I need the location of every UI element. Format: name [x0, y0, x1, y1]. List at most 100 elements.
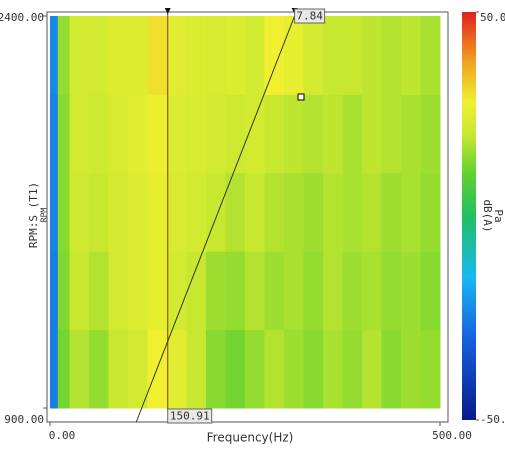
- heat-cell: [186, 329, 207, 409]
- cursor-label-box: [294, 8, 326, 24]
- colorbar-tick-label: -50.0: [480, 413, 505, 426]
- heat-cell: [57, 251, 70, 331]
- heat-cell: [401, 172, 421, 252]
- heat-cell: [57, 329, 70, 409]
- heat-cell: [206, 94, 226, 174]
- heat-cell: [147, 251, 168, 331]
- y-tick-label: 900.00: [4, 413, 44, 426]
- heat-cell: [362, 172, 382, 252]
- heat-cell: [108, 172, 129, 252]
- cursor-point: [297, 93, 305, 101]
- order-cursor: [135, 11, 297, 423]
- heat-cell: [128, 16, 148, 95]
- heat-cell: [381, 251, 402, 331]
- heat-cell: [264, 329, 285, 409]
- heat-cell: [128, 329, 148, 409]
- heat-cell: [323, 94, 343, 174]
- cursor-label-box: [167, 408, 213, 424]
- heat-cell: [284, 329, 304, 409]
- heat-cell: [323, 172, 343, 252]
- heat-cell: [342, 329, 363, 409]
- x-tick-label: 0.00: [49, 429, 76, 442]
- heat-cell: [89, 329, 109, 409]
- heat-cell: [303, 172, 324, 252]
- heat-cell: [69, 251, 90, 331]
- heat-cell: [186, 172, 207, 252]
- heat-cell: [362, 94, 382, 174]
- heat-cell: [401, 16, 421, 95]
- colorbar: [462, 12, 476, 420]
- heat-cell: [186, 251, 207, 331]
- heat-cell: [50, 16, 59, 95]
- heat-cell: [342, 94, 363, 174]
- heat-cell: [420, 172, 441, 252]
- heat-cell: [206, 251, 226, 331]
- heat-cell: [284, 16, 304, 95]
- heat-cell: [401, 329, 421, 409]
- heat-cell: [69, 329, 90, 409]
- heat-cell: [284, 172, 304, 252]
- heat-cell: [108, 251, 129, 331]
- heat-cell: [420, 251, 441, 331]
- heat-cell: [50, 94, 59, 174]
- heat-cell: [342, 172, 363, 252]
- heat-cell: [323, 329, 343, 409]
- frequency-cursor-label: 150.91: [170, 410, 210, 423]
- heat-cell: [401, 94, 421, 174]
- heat-cell: [323, 16, 343, 95]
- heat-cell: [108, 16, 129, 95]
- heat-cell: [303, 329, 324, 409]
- heat-cell: [69, 16, 90, 95]
- heat-cell: [264, 172, 285, 252]
- heat-cell: [264, 16, 285, 95]
- heat-cell: [381, 94, 402, 174]
- heat-cell: [50, 251, 59, 331]
- heat-cell: [186, 16, 207, 95]
- heat-cell: [128, 251, 148, 331]
- heat-cell: [108, 94, 129, 174]
- x-tick-label: 500.00: [432, 429, 472, 442]
- heat-cell: [50, 329, 59, 409]
- heat-cell: [147, 94, 168, 174]
- heat-cell: [225, 329, 246, 409]
- heat-cell: [381, 16, 402, 95]
- heat-cell: [245, 94, 265, 174]
- heat-cell: [147, 16, 168, 95]
- heat-cell: [303, 251, 324, 331]
- heat-cell: [57, 94, 70, 174]
- heat-cell: [69, 172, 90, 252]
- heat-cell: [186, 94, 207, 174]
- heat-cell: [225, 16, 246, 95]
- x-axis-label: Frequency(Hz): [207, 431, 294, 445]
- heat-cell: [206, 16, 226, 95]
- heat-cell: [245, 172, 265, 252]
- heat-cell: [128, 94, 148, 174]
- heat-cell: [245, 251, 265, 331]
- heat-cell: [108, 329, 129, 409]
- heat-cell: [284, 94, 304, 174]
- colorbar-tick-label: 50.00: [480, 11, 505, 24]
- heat-cell: [264, 251, 285, 331]
- heat-cell: [167, 251, 187, 331]
- heat-cell: [381, 172, 402, 252]
- heat-cell: [167, 94, 187, 174]
- heat-cell: [342, 16, 363, 95]
- heat-cell: [57, 16, 70, 95]
- heat-cell: [206, 172, 226, 252]
- heat-cell: [401, 251, 421, 331]
- heat-cell: [420, 94, 441, 174]
- heat-cell: [50, 172, 59, 252]
- heat-cell: [167, 329, 187, 409]
- heat-cell: [128, 172, 148, 252]
- heat-cell: [225, 172, 246, 252]
- heat-cell: [167, 172, 187, 252]
- heat-cell: [420, 16, 441, 95]
- heat-cell: [323, 251, 343, 331]
- heat-cell: [245, 16, 265, 95]
- heat-cell: [362, 16, 382, 95]
- heat-cell: [225, 251, 246, 331]
- cursor-arrow: [164, 8, 171, 14]
- heat-cell: [264, 94, 285, 174]
- heat-cell: [89, 16, 109, 95]
